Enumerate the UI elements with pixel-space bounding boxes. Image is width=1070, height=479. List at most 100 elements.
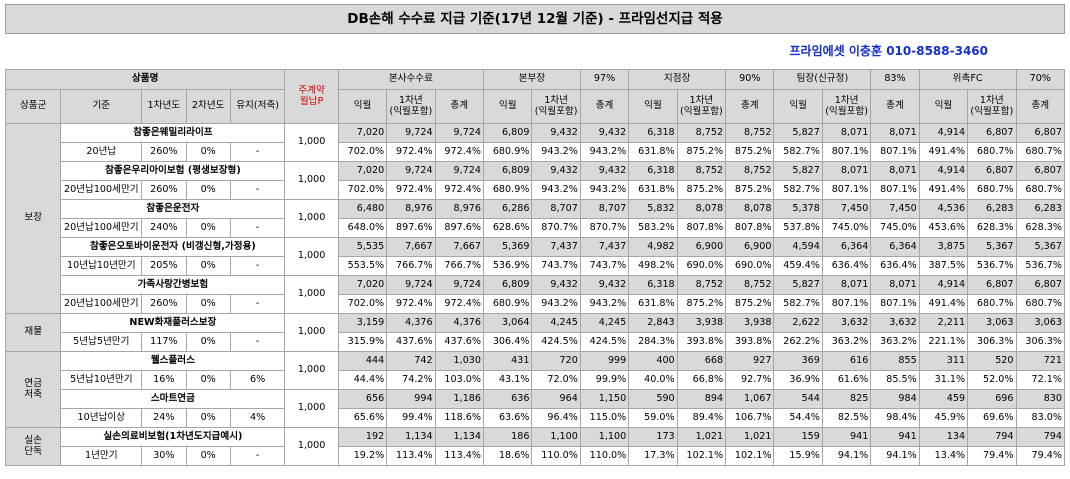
amount-cell: 8,752 [676,275,727,295]
amount-cell: 159 [773,427,823,447]
percent-cell: 424.5% [579,332,630,352]
percent-cell: 875.2% [725,294,775,314]
amount-cell: 8,071 [870,275,920,295]
percent-cell: 680.7% [967,142,1017,162]
percent-cell: 36.9% [773,370,823,390]
percent-cell: 631.8% [628,180,678,200]
amount-cell: 9,724 [386,275,436,295]
header-channel-name: 지점장 [628,69,727,90]
criteria-cell: 1년만기 [60,446,143,466]
amount-cell: 825 [821,389,872,409]
percent-cell: 807.1% [821,142,872,162]
percent-cell: 875.2% [676,142,727,162]
amount-cell: 8,752 [676,161,727,181]
percent-cell: 582.7% [773,142,823,162]
percent-cell: 113.4% [386,446,436,466]
amount-cell: 369 [773,351,823,371]
amount-cell: 9,724 [386,123,436,143]
percent-cell: 680.9% [483,180,533,200]
amount-cell: 8,707 [531,199,581,219]
amount-cell: 9,432 [579,123,630,143]
amount-cell: 668 [676,351,727,371]
product-name: 실손의료비보험(1차년도지급예시) [60,427,286,447]
amount-cell: 400 [628,351,678,371]
criteria-cell: 10년납이상 [60,408,143,428]
percent-cell: 628.3% [1015,218,1066,238]
amount-cell: 927 [725,351,775,371]
amount-cell: 984 [870,389,920,409]
percent-cell: 79.4% [967,446,1017,466]
percent-cell: 766.7% [386,256,436,276]
percent-cell: 66.8% [676,370,727,390]
contract-premium: 1,000 [284,427,339,466]
percent-cell: 387.5% [918,256,969,276]
year2-rate: 0% [185,294,231,314]
percent-cell: 69.6% [967,408,1017,428]
year2-rate: 0% [185,256,231,276]
contract-premium: 1,000 [284,389,339,428]
amount-cell: 656 [337,389,388,409]
table-row: 실손 단독 실손의료비보험(1차년도지급예시) 1,000 192 1,134 1,134 1… [4,427,1066,466]
amount-cell: 7,450 [821,199,872,219]
percent-cell: 680.7% [1015,294,1066,314]
amount-cell: 830 [1015,389,1066,409]
product-name: 참좋은오토바이운전자 (비갱신형,가정용) [60,237,286,257]
amount-cell: 6,318 [628,161,678,181]
product-name: NEW화재플러스보장 [60,313,286,333]
percent-cell: 284.3% [628,332,678,352]
amount-cell: 590 [628,389,678,409]
percent-cell: 40.0% [628,370,678,390]
amount-cell: 6,807 [967,275,1017,295]
amount-cell: 192 [337,427,388,447]
percent-cell: 582.7% [773,180,823,200]
amount-cell: 4,536 [918,199,969,219]
amount-cell: 4,914 [918,123,969,143]
commission-table: 상품명 주계약 월납P 본사수수료 본부장 97% 지점장 90% 팀장(신규정) 83% 위촉FC… [4,69,1066,466]
amount-cell: 9,432 [531,275,581,295]
amount-cell: 431 [483,351,533,371]
percent-cell: 680.7% [1015,142,1066,162]
percent-cell: 306.3% [1015,332,1066,352]
percent-cell: 94.1% [870,446,920,466]
percent-cell: 745.0% [821,218,872,238]
percent-cell: 628.6% [483,218,533,238]
amount-cell: 941 [821,427,872,447]
table-row: 20년납100세만기 240% 0% -648.0% 897.6% 897.6% 628.6… [6,218,1066,238]
amount-cell: 9,724 [434,123,485,143]
percent-cell: 72.1% [1015,370,1066,390]
percent-cell: 74.2% [386,370,436,390]
amount-cell: 6,318 [628,123,678,143]
percent-cell: 221.1% [918,332,969,352]
amount-cell: 9,432 [531,123,581,143]
contract-premium: 1,000 [284,313,339,352]
percent-cell: 18.6% [483,446,533,466]
amount-cell: 1,021 [676,427,727,447]
amount-cell: 1,030 [434,351,485,371]
amount-cell: 8,752 [725,161,775,181]
criteria-cell: 20년납100세만기 [60,218,143,238]
amount-cell: 2,622 [773,313,823,333]
percent-cell: 54.4% [773,408,823,428]
amount-cell: 5,378 [773,199,823,219]
header-year1-incl: 1차년 (익월포함) [676,89,727,124]
product-group-cell: 재물 [4,313,62,352]
header-channel-rate: 90% [725,69,775,90]
amount-cell: 2,211 [918,313,969,333]
amount-cell: 6,809 [483,123,533,143]
amount-cell: 8,976 [386,199,436,219]
table-row: 20년납100세만기 260% 0% -702.0% 972.4% 972.4% 680.9… [6,180,1066,200]
amount-cell: 8,707 [579,199,630,219]
amount-cell: 3,938 [676,313,727,333]
table-row: 20년납 260% 0% -702.0% 972.4% 972.4% 680.9% 943.2… [6,142,1066,162]
amount-cell: 5,369 [483,237,533,257]
amount-cell: 9,432 [579,275,630,295]
percent-cell: 943.2% [579,294,630,314]
amount-cell: 5,827 [773,275,823,295]
amount-cell: 6,900 [676,237,727,257]
table-row: 5년납10년만기 16% 0% 6% 44.4% 74.2% 103.0% 43.1% 72.0… [6,370,1066,390]
percent-cell: 43.1% [483,370,533,390]
year1-rate: 16% [141,370,187,390]
percent-cell: 363.2% [870,332,920,352]
percent-cell: 110.0% [531,446,581,466]
amount-cell: 1,186 [434,389,485,409]
